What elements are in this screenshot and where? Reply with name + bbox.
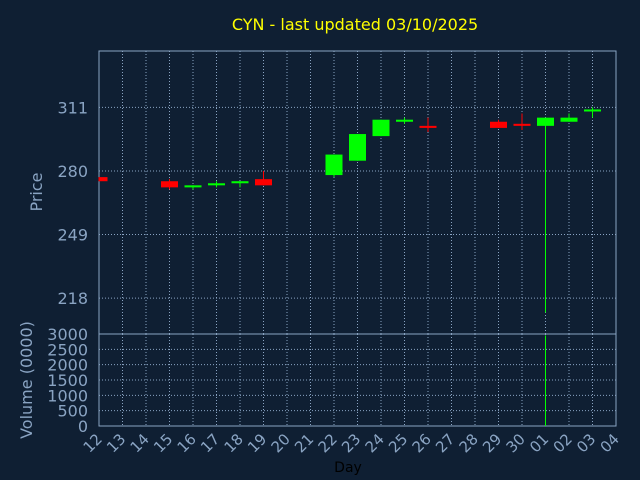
candle-body [490,121,507,128]
candle-body [255,179,272,186]
x-tick-label: 01 [526,430,552,456]
x-tick-label: 24 [362,430,388,456]
x-tick-label: 13 [103,430,129,456]
candle-body [513,123,531,126]
x-tick-label: 16 [174,430,200,456]
x-tick-label: 21 [291,430,317,456]
x-tick-label: 02 [550,430,576,456]
volume-y-tick-label: 2500 [47,340,88,359]
price-y-tick-label: 311 [57,98,88,117]
x-tick-label: 18 [221,430,247,456]
candle-body [584,109,601,112]
price-y-tick-label: 249 [57,226,88,245]
volume-y-tick-label: 3000 [47,325,88,344]
x-tick-label: 23 [338,430,364,456]
x-tick-label: 20 [268,430,294,456]
volume-y-tick-label: 1500 [47,371,88,390]
candle-body [231,181,249,184]
x-tick-label: 26 [409,430,435,456]
price-y-ticks: 218 249 280 311 [57,98,88,308]
x-tick-label: 03 [573,430,599,456]
volume-y-tick-label: 2000 [47,356,88,375]
x-tick-label: 22 [315,430,341,456]
candle-body [208,183,225,186]
candle-body [325,154,343,176]
x-tick-label: 28 [456,430,482,456]
price-y-tick-label: 280 [57,162,88,181]
x-axis-label: Day [334,460,362,476]
x-tick-label: 19 [244,430,270,456]
volume-plot-frame [98,333,617,427]
x-tick-label: 15 [150,430,176,456]
price-grid [99,51,616,334]
x-tick-label: 27 [432,430,458,456]
x-tick-label: 25 [385,430,411,456]
candle-body [349,134,366,161]
x-tick-label: 17 [197,430,223,456]
x-tick-label: 29 [479,430,505,456]
candle-body [99,177,108,182]
candle-body [537,117,554,126]
candle-body [161,181,178,188]
volume-y-tick-label: 500 [57,402,88,421]
candle-body [560,117,578,122]
volume-y-tick-label: 0 [78,417,88,436]
x-tick-labels: 1213141516171819202122232425262728293001… [80,430,623,456]
x-tick-label: 30 [503,430,529,456]
candle-body [419,125,437,128]
volume-axis-label: Volume (0000) [17,321,36,439]
x-tick-label: 14 [127,430,153,456]
candle-body [396,119,413,122]
volume-grid [99,334,616,426]
candles [98,107,601,313]
chart-title: CYN - last updated 03/10/2025 [232,15,478,34]
volume-y-tick-label: 1000 [47,386,88,405]
price-axis-label: Price [27,172,46,211]
price-y-tick-label: 218 [57,289,88,308]
x-tick-label: 04 [597,430,623,456]
candle-body [184,185,202,188]
candle-body [372,119,390,137]
